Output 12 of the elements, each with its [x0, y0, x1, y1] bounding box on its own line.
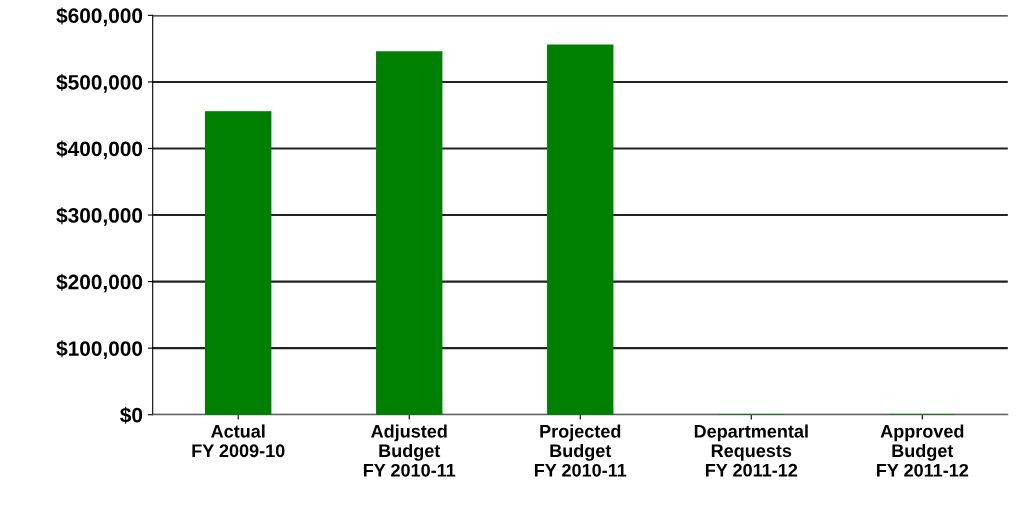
y-tick-label: $0 — [120, 406, 143, 424]
y-tick-label: $400,000 — [56, 140, 143, 160]
y-tick-label: $300,000 — [56, 207, 143, 226]
x-tick-label: Adjusted Budget FY 2010-11 — [363, 424, 456, 477]
y-tick-label: $500,000 — [56, 74, 143, 93]
x-tick-label: Projected Budget FY 2010-11 — [534, 424, 627, 477]
y-tick-label: $600,000 — [56, 7, 143, 27]
x-tick-label: Approved Budget FY 2011-12 — [877, 424, 969, 477]
y-tick-label: $100,000 — [56, 340, 143, 359]
x-tick-label: Actual FY 2009-10 — [192, 424, 285, 458]
y-tick-label: $200,000 — [56, 273, 143, 293]
x-tick-label: Departmental Requests FY 2011-12 — [694, 424, 808, 477]
